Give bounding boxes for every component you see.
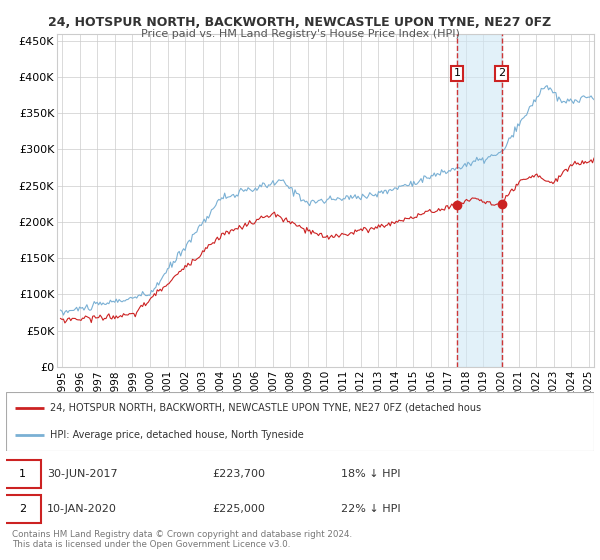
FancyBboxPatch shape: [3, 460, 41, 488]
Text: 2: 2: [19, 504, 26, 514]
Text: HPI: Average price, detached house, North Tyneside: HPI: Average price, detached house, Nort…: [50, 430, 304, 440]
Text: 24, HOTSPUR NORTH, BACKWORTH, NEWCASTLE UPON TYNE, NE27 0FZ (detached hous: 24, HOTSPUR NORTH, BACKWORTH, NEWCASTLE …: [50, 403, 481, 413]
Text: £225,000: £225,000: [212, 504, 265, 514]
Text: 1: 1: [454, 68, 461, 78]
Text: 30-JUN-2017: 30-JUN-2017: [47, 469, 118, 479]
FancyBboxPatch shape: [3, 495, 41, 523]
Text: 10-JAN-2020: 10-JAN-2020: [47, 504, 117, 514]
Text: 18% ↓ HPI: 18% ↓ HPI: [341, 469, 401, 479]
Bar: [457, 34, 502, 367]
Text: 22% ↓ HPI: 22% ↓ HPI: [341, 504, 401, 514]
Text: Price paid vs. HM Land Registry's House Price Index (HPI): Price paid vs. HM Land Registry's House …: [140, 29, 460, 39]
Text: 2: 2: [498, 68, 505, 78]
Text: £223,700: £223,700: [212, 469, 265, 479]
Text: Contains HM Land Registry data © Crown copyright and database right 2024.
This d: Contains HM Land Registry data © Crown c…: [12, 530, 352, 549]
Text: 24, HOTSPUR NORTH, BACKWORTH, NEWCASTLE UPON TYNE, NE27 0FZ: 24, HOTSPUR NORTH, BACKWORTH, NEWCASTLE …: [49, 16, 551, 29]
Text: 1: 1: [19, 469, 26, 479]
